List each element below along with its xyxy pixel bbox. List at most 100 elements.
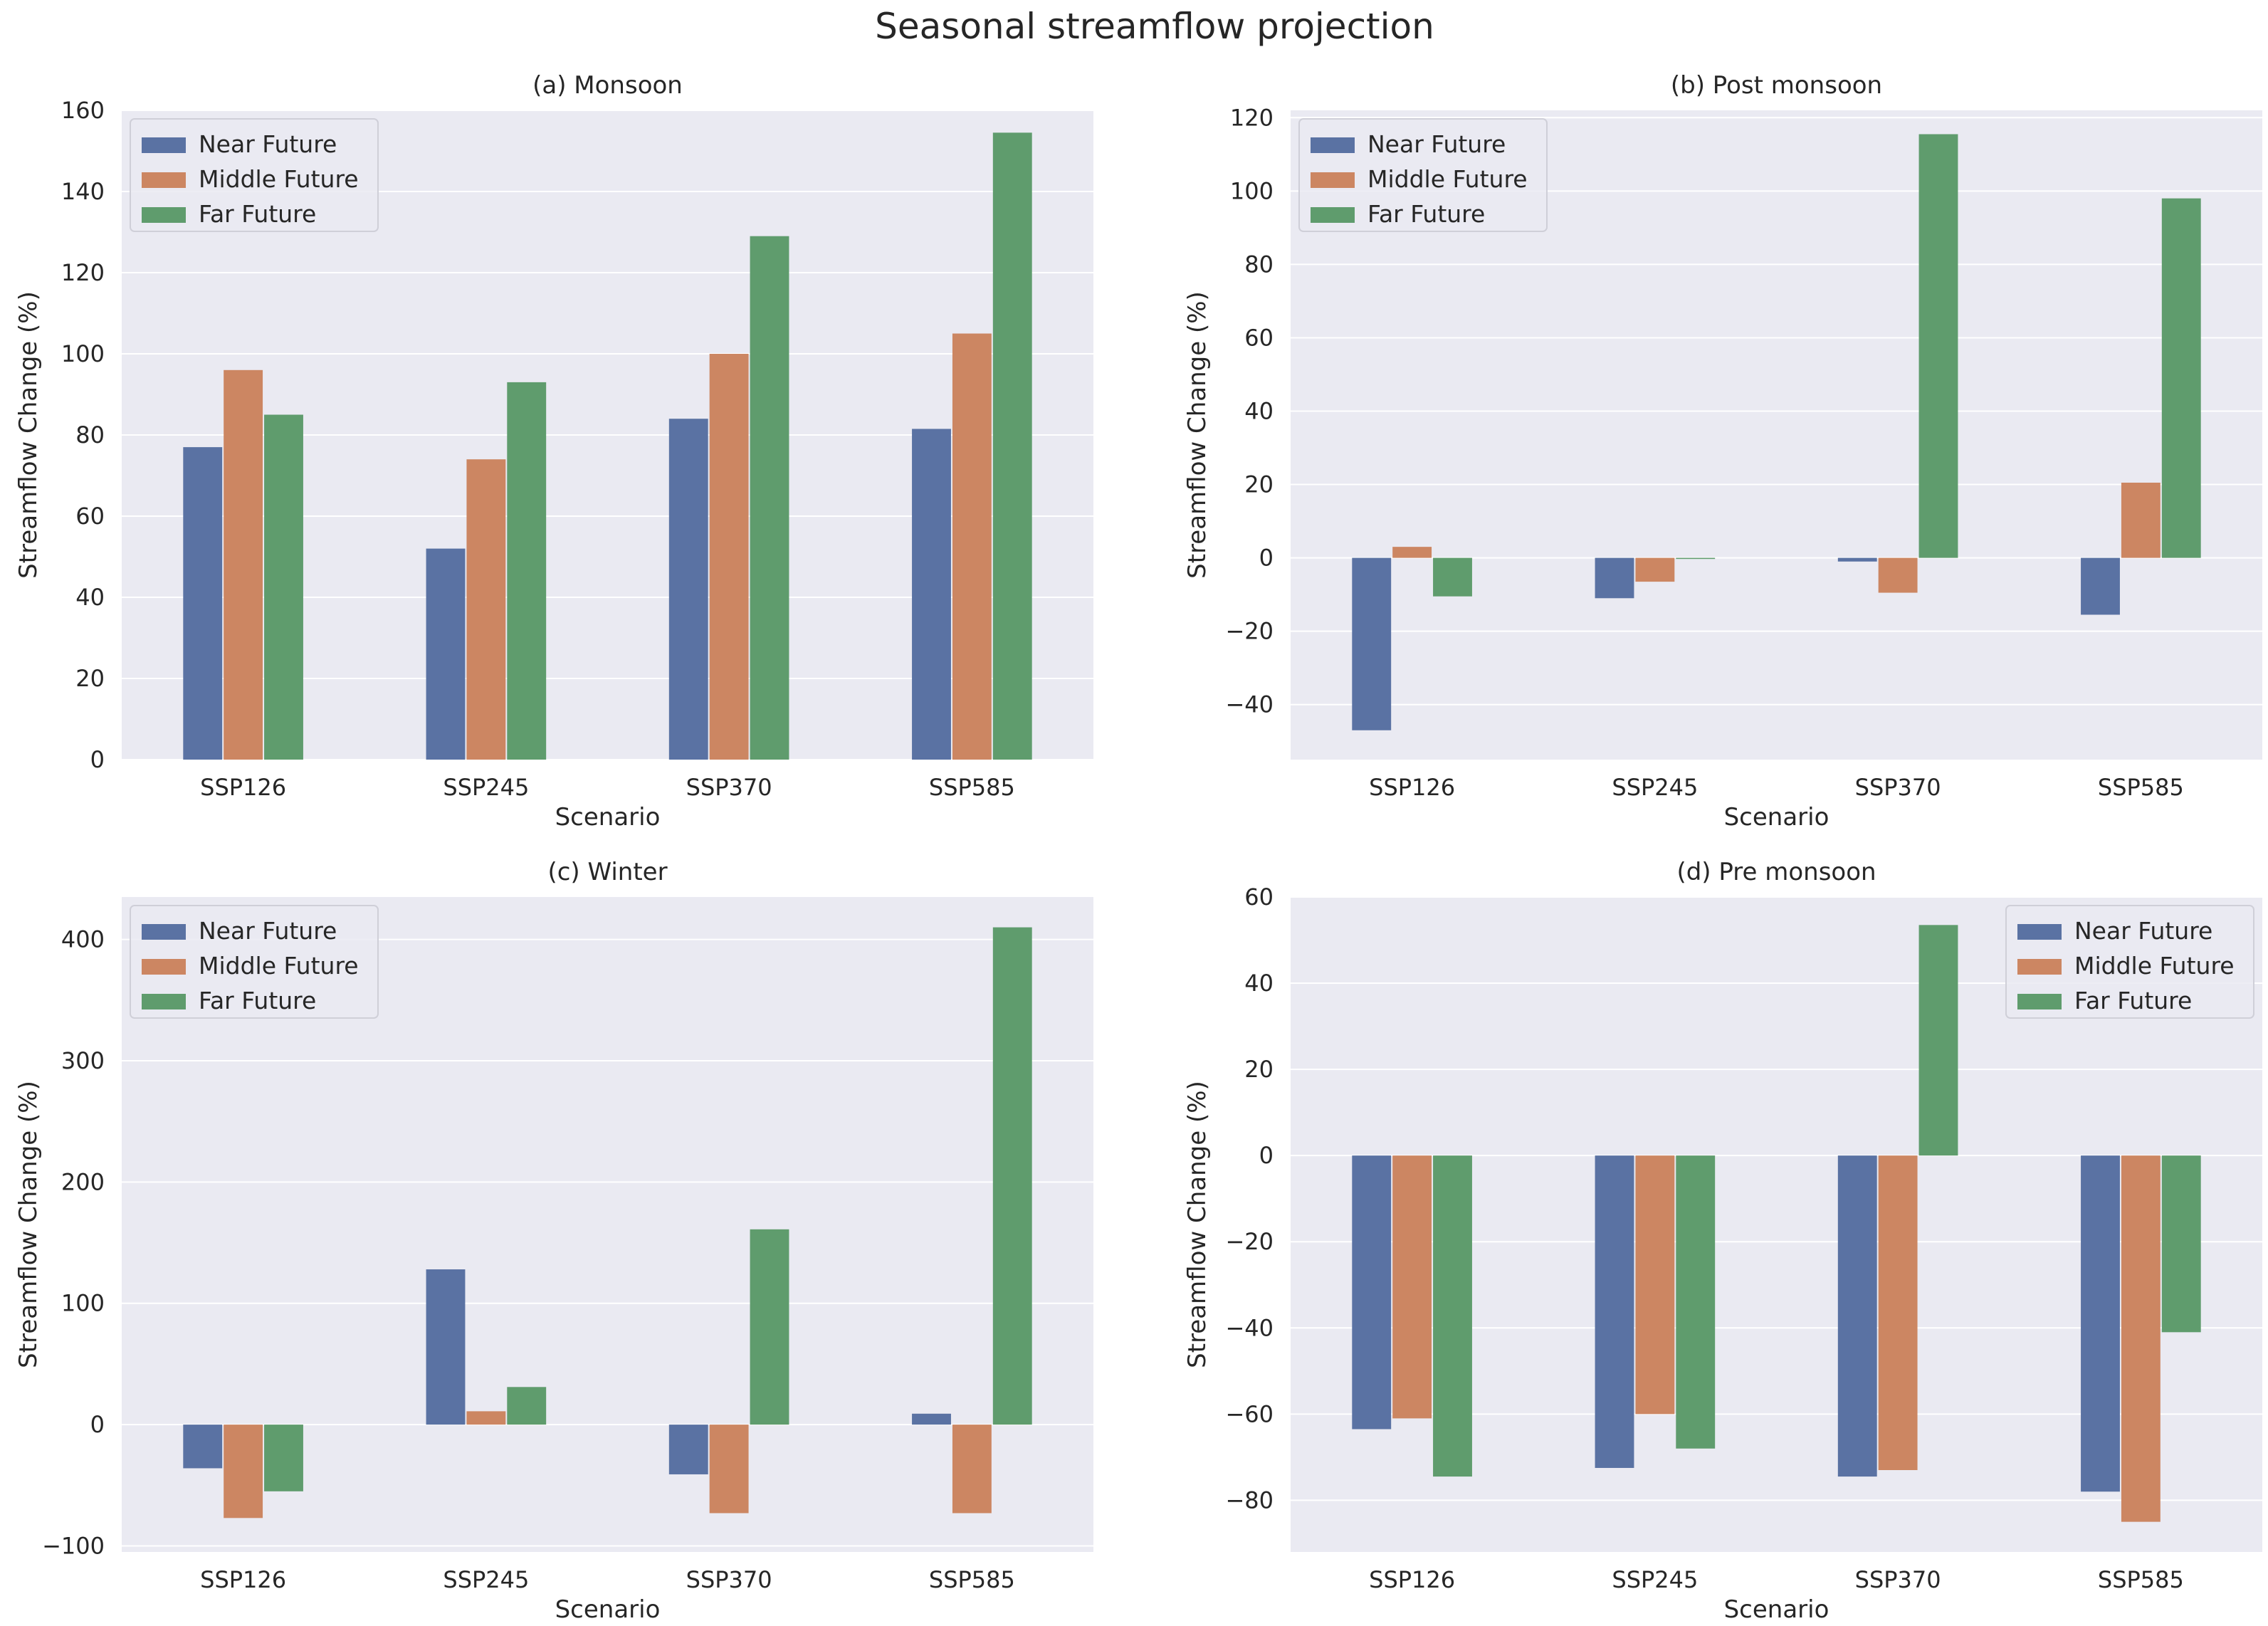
x-axis-label: Scenario	[555, 1595, 661, 1624]
panel-3: −100 0 100 200 300 400 SSP126 SSP245 SSP370 SSP58…	[14, 858, 1093, 1624]
bar-far-future	[1676, 1155, 1716, 1449]
y-axis-label: Streamflow Change (%)	[1183, 1081, 1212, 1368]
y-tick-label: 40	[1244, 398, 1274, 425]
y-tick-label: 40	[1244, 970, 1274, 997]
bar-middle-future	[2121, 482, 2161, 558]
legend-label: Near Future	[199, 917, 337, 945]
x-tick-label: SSP126	[200, 1566, 286, 1593]
y-tick-label: 80	[75, 421, 105, 449]
x-tick-label: SSP245	[1612, 774, 1698, 801]
x-tick-label: SSP245	[443, 1566, 529, 1593]
x-tick-label: SSP126	[200, 774, 286, 801]
legend-label: Far Future	[199, 200, 316, 228]
legend-label: Middle Future	[199, 165, 359, 193]
panel-1: 0 20 40 60 80 100 120 140 160 SSP126 SSP245 SSP370 S…	[14, 71, 1093, 832]
bar-near-future	[183, 1425, 223, 1469]
legend-box	[130, 905, 379, 1019]
legend-swatch	[142, 172, 186, 188]
legend-label: Far Future	[1367, 200, 1485, 228]
x-tick-label: SSP245	[443, 774, 529, 801]
y-tick-label: −40	[1225, 1314, 1274, 1341]
y-tick-label: 0	[1259, 545, 1274, 572]
x-tick-label: SSP585	[929, 774, 1015, 801]
bar-near-future	[1352, 1155, 1392, 1430]
y-tick-label: −100	[42, 1532, 105, 1559]
y-tick-label: 60	[75, 503, 105, 530]
y-axis-label: Streamflow Change (%)	[14, 291, 43, 579]
y-tick-label: −20	[1225, 1228, 1274, 1255]
bar-middle-future	[224, 369, 263, 760]
legend-swatch	[2017, 924, 2062, 940]
y-axis-label: Streamflow Change (%)	[1183, 291, 1212, 579]
bar-near-future	[2081, 1155, 2120, 1492]
legend: Near Future Middle Future Far Future	[130, 905, 379, 1019]
legend-swatch	[2017, 959, 2062, 975]
bar-near-future	[183, 447, 223, 760]
legend-swatch	[142, 959, 186, 975]
bar-near-future	[912, 429, 951, 760]
panel-title: (a) Monsoon	[532, 71, 683, 100]
legend-label: Near Future	[1367, 130, 1506, 158]
bar-far-future	[1433, 1155, 1472, 1477]
x-tick-label: SSP585	[929, 1566, 1015, 1593]
panel-title: (b) Post monsoon	[1671, 71, 1882, 100]
x-tick-label: SSP245	[1612, 1566, 1698, 1593]
panel-title: (d) Pre monsoon	[1676, 858, 1876, 886]
bar-far-future	[992, 927, 1032, 1425]
bar-near-future	[1595, 1155, 1634, 1468]
bar-far-future	[2161, 1155, 2201, 1333]
y-tick-label: 20	[1244, 471, 1274, 498]
bar-near-future	[1837, 557, 1877, 562]
bar-middle-future	[952, 1425, 992, 1514]
y-tick-label: 0	[90, 1411, 105, 1438]
y-tick-label: 20	[1244, 1056, 1274, 1083]
bar-far-future	[992, 132, 1032, 760]
legend-label: Middle Future	[199, 952, 359, 980]
bar-middle-future	[709, 1425, 749, 1514]
legend-label: Far Future	[199, 987, 316, 1014]
bar-middle-future	[1392, 547, 1432, 558]
legend-label: Far Future	[2074, 987, 2192, 1014]
bar-middle-future	[1635, 557, 1675, 582]
bar-middle-future	[709, 354, 749, 760]
legend-box	[130, 118, 379, 232]
bar-far-future	[750, 236, 789, 760]
y-tick-label: 140	[61, 178, 105, 205]
y-tick-label: 60	[1244, 883, 1274, 911]
panel-4: −80 −60 −40 −20 0 20 40 60 SSP126 SSP245 SSP370 SSP…	[1183, 858, 2262, 1624]
bar-middle-future	[466, 1411, 506, 1425]
legend: Near Future Middle Future Far Future	[130, 118, 379, 232]
bar-far-future	[264, 414, 303, 760]
x-tick-label: SSP585	[2098, 774, 2184, 801]
bar-near-future	[426, 548, 466, 760]
bar-middle-future	[952, 333, 992, 760]
bar-far-future	[750, 1229, 789, 1425]
x-axis-label: Scenario	[1724, 803, 1829, 832]
y-tick-label: 160	[61, 97, 105, 124]
bar-far-future	[264, 1425, 303, 1491]
y-axis-label: Streamflow Change (%)	[14, 1081, 43, 1368]
x-tick-label: SSP370	[1855, 1566, 1941, 1593]
y-tick-label: 80	[1244, 251, 1274, 278]
y-tick-label: 60	[1244, 324, 1274, 351]
y-tick-label: 0	[1259, 1142, 1274, 1169]
y-tick-label: 120	[61, 259, 105, 286]
panel-title: (c) Winter	[547, 858, 667, 886]
y-tick-label: −20	[1225, 618, 1274, 645]
y-tick-label: 100	[61, 340, 105, 367]
legend-box	[2005, 905, 2254, 1019]
bar-far-future	[1433, 557, 1472, 597]
x-tick-label: SSP585	[2098, 1566, 2184, 1593]
legend-swatch	[142, 137, 186, 153]
y-tick-label: 20	[75, 665, 105, 692]
y-tick-label: 400	[61, 926, 105, 953]
y-tick-label: 100	[61, 1290, 105, 1317]
bar-near-future	[1595, 557, 1634, 599]
legend-label: Middle Future	[2074, 952, 2235, 980]
bar-near-future	[2081, 557, 2120, 615]
bar-middle-future	[224, 1425, 263, 1519]
y-tick-label: 0	[90, 746, 105, 773]
bar-near-future	[668, 419, 708, 760]
legend-label: Near Future	[2074, 917, 2212, 945]
